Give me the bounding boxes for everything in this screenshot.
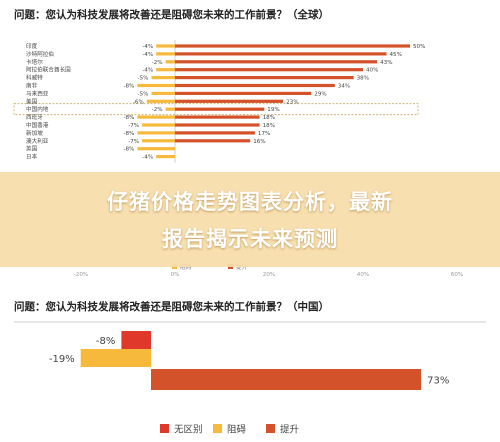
bar-hinder xyxy=(165,107,175,111)
value-label-hinder: -4% xyxy=(142,155,153,161)
x-tick-label: 0% xyxy=(171,272,180,278)
value-label-improve: 45% xyxy=(390,52,402,58)
value-label-hinder: -5% xyxy=(138,91,149,97)
bar-improve xyxy=(175,83,335,88)
value-label-improve: 43% xyxy=(380,60,392,66)
value-label-improve: 18% xyxy=(263,123,275,129)
value-label-hinder: -4% xyxy=(142,44,153,50)
bar-hinder xyxy=(137,147,175,151)
bar-improve xyxy=(175,44,410,48)
x-tick-label: 20% xyxy=(263,272,275,278)
category-label: 日本 xyxy=(26,153,38,161)
category-label: 西班牙 xyxy=(26,113,43,121)
legend-label: 提升 xyxy=(280,424,300,436)
bar-hinder xyxy=(142,123,175,127)
highlight-box xyxy=(13,103,419,116)
value-label-hinder: -7% xyxy=(128,123,139,129)
value-label-hinder: -2% xyxy=(152,60,163,66)
bar-hinder xyxy=(156,44,175,48)
value-label-hinder: -7% xyxy=(128,139,139,145)
bar-hinder xyxy=(137,131,175,135)
bar-improve xyxy=(175,139,251,143)
bar-improve xyxy=(175,76,354,80)
bar-hinder xyxy=(165,60,175,64)
bar-improve xyxy=(175,115,260,119)
value-label: 73% xyxy=(427,376,449,387)
bar-hinder xyxy=(137,115,175,119)
bar-hinder xyxy=(156,155,175,159)
value-label-improve: 23% xyxy=(286,99,298,105)
global-bar-chart: 印度 -4% 50% 沙特阿拉伯 -4% 45% 卡塔尔 -2% 43% 阿拉伯联合酋长国 -4% 4… xyxy=(13,40,463,278)
bar-improve xyxy=(151,369,422,390)
legend-label: 阻碍 xyxy=(180,263,192,271)
value-label-hinder: -4% xyxy=(142,68,153,74)
bar-improve xyxy=(175,123,260,127)
category-label: 卡塔尔 xyxy=(26,58,43,66)
value-label-hinder: -8% xyxy=(123,115,134,121)
bar-hinder xyxy=(146,99,175,103)
x-tick-label: -20% xyxy=(74,272,88,278)
value-label-hinder: -5% xyxy=(138,76,149,82)
legend-swatch xyxy=(213,424,222,433)
value-label-improve: 29% xyxy=(314,91,326,97)
legend-label: 提升 xyxy=(236,263,248,271)
value-label-improve: 19% xyxy=(267,107,279,113)
legend-swatch xyxy=(266,424,275,433)
category-label: 美国 xyxy=(26,97,38,105)
bar-hinder xyxy=(80,349,151,367)
value-label-hinder: -6% xyxy=(133,99,144,105)
bar-hinder xyxy=(142,139,175,143)
legend-swatch xyxy=(160,424,169,433)
category-label: 新加坡 xyxy=(26,129,43,137)
value-label-hinder: -8% xyxy=(123,147,134,153)
bar-hinder xyxy=(151,91,175,95)
x-tick-label: 40% xyxy=(357,272,369,278)
legend-label: 无区别 xyxy=(174,425,203,436)
category-label: 沙特阿拉伯 xyxy=(26,50,54,58)
bar-improve xyxy=(175,91,312,95)
value-label: -19% xyxy=(49,354,75,365)
value-label-improve: 17% xyxy=(258,131,270,137)
category-label: 科威特 xyxy=(26,74,43,82)
bar-nodiff xyxy=(121,331,151,349)
value-label: -8% xyxy=(96,336,115,347)
bar-improve xyxy=(175,68,363,72)
legend-label: 阻碍 xyxy=(227,425,247,436)
value-label-improve: 34% xyxy=(338,84,350,90)
x-tick-label: 60% xyxy=(451,272,463,278)
value-label-improve: 16% xyxy=(253,139,265,145)
category-label: 中国香港 xyxy=(26,121,49,129)
category-label: 英国 xyxy=(26,145,38,153)
bar-hinder xyxy=(156,52,175,56)
value-label-improve: 38% xyxy=(357,76,369,82)
question-global: 问题：您认为科技发展将改善还是阻碍您未来的工作前景？（全球） xyxy=(14,9,329,21)
bar-improve xyxy=(175,99,284,103)
banner-title-line2: 报告揭示未来预测 xyxy=(162,227,338,251)
title-banner xyxy=(0,172,500,267)
value-label-hinder: -8% xyxy=(123,131,134,137)
category-label: 阿拉伯联合酋长国 xyxy=(26,66,71,74)
value-label-hinder: -8% xyxy=(123,84,134,90)
bar-improve xyxy=(175,107,265,111)
category-label: 澳大利亚 xyxy=(26,137,49,145)
value-label-improve: 50% xyxy=(413,44,425,50)
bar-hinder xyxy=(151,76,175,80)
question-china: 问题：您认为科技发展将改善还是阻碍您未来的工作前景？（中国） xyxy=(14,301,329,313)
category-label: 中国内地 xyxy=(26,105,49,113)
banner-title-line1: 仔猪价格走势图表分析，最新 xyxy=(107,190,393,214)
bar-improve xyxy=(175,52,387,56)
bar-hinder xyxy=(156,68,175,72)
category-label: 南非 xyxy=(26,82,38,90)
value-label-hinder: -2% xyxy=(152,107,163,113)
category-label: 马来西亚 xyxy=(26,89,49,97)
bar-hinder xyxy=(137,83,175,88)
value-label-improve: 40% xyxy=(366,68,378,74)
category-label: 印度 xyxy=(26,42,38,50)
value-label-improve: 18% xyxy=(263,115,275,121)
value-label-hinder: -4% xyxy=(142,52,153,58)
bar-improve xyxy=(175,60,378,64)
bar-improve xyxy=(175,131,255,135)
